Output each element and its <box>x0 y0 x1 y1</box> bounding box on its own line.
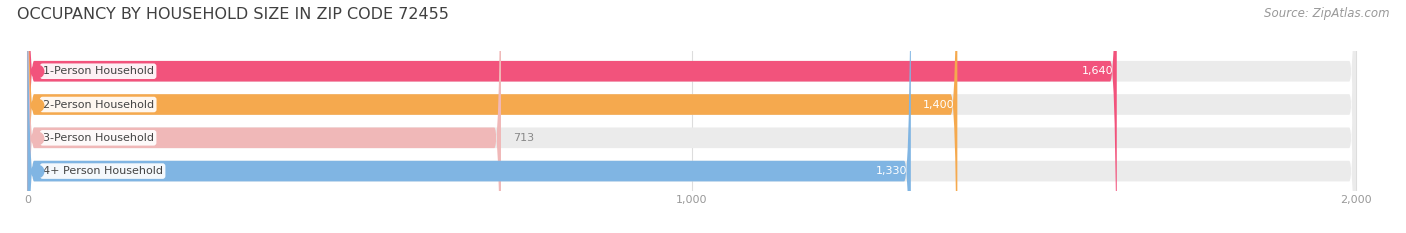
Text: Source: ZipAtlas.com: Source: ZipAtlas.com <box>1264 7 1389 20</box>
Text: 1,330: 1,330 <box>876 166 907 176</box>
FancyBboxPatch shape <box>27 0 1116 233</box>
FancyBboxPatch shape <box>27 0 957 233</box>
FancyBboxPatch shape <box>27 0 1355 233</box>
Text: OCCUPANCY BY HOUSEHOLD SIZE IN ZIP CODE 72455: OCCUPANCY BY HOUSEHOLD SIZE IN ZIP CODE … <box>17 7 449 22</box>
Text: 1,640: 1,640 <box>1081 66 1114 76</box>
FancyBboxPatch shape <box>27 0 1355 233</box>
FancyBboxPatch shape <box>27 0 501 233</box>
FancyBboxPatch shape <box>27 0 911 233</box>
Text: 713: 713 <box>513 133 534 143</box>
Text: 3-Person Household: 3-Person Household <box>42 133 153 143</box>
Text: 2-Person Household: 2-Person Household <box>42 99 153 110</box>
Text: 1,400: 1,400 <box>922 99 955 110</box>
Text: 1-Person Household: 1-Person Household <box>42 66 153 76</box>
FancyBboxPatch shape <box>27 0 1355 233</box>
FancyBboxPatch shape <box>27 0 1355 233</box>
Text: 4+ Person Household: 4+ Person Household <box>42 166 163 176</box>
